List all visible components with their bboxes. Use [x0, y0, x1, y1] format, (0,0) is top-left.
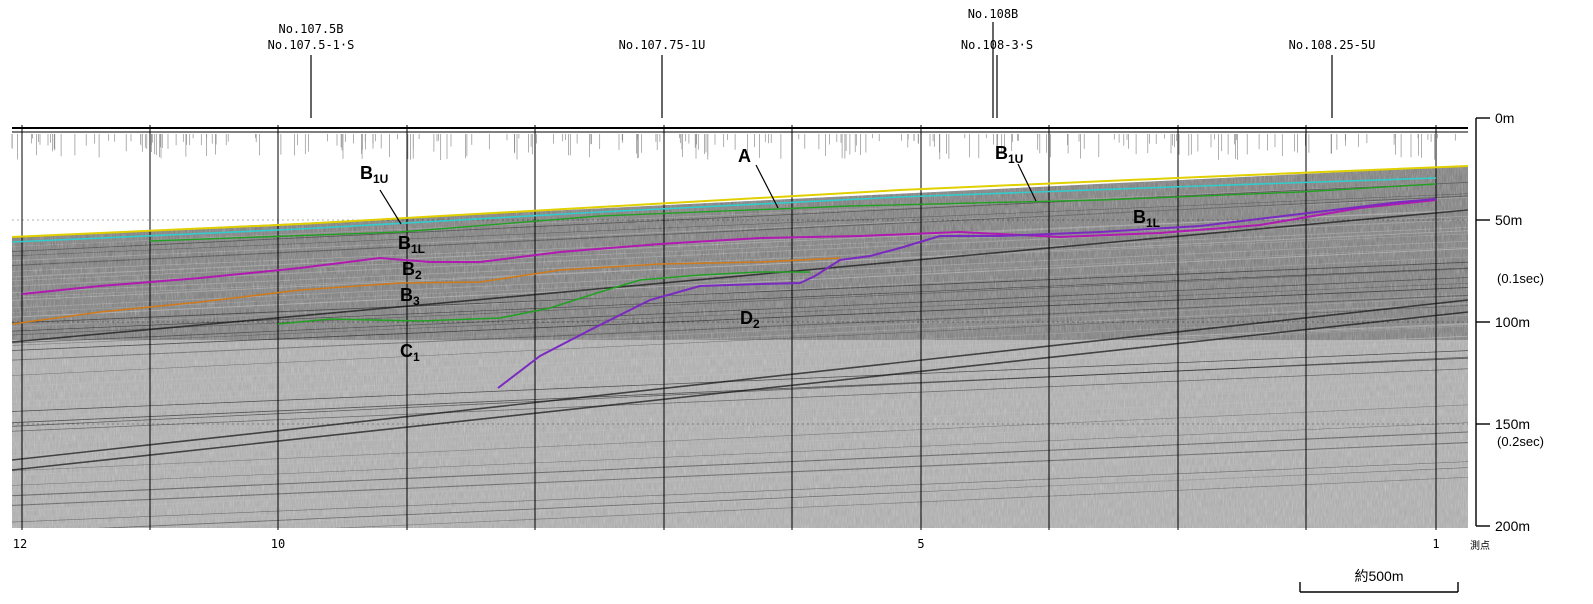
depth-tick-50m: 50m: [1495, 212, 1522, 228]
unit-label-d2: D2: [740, 308, 760, 331]
reflector-line: [12, 403, 1468, 468]
unit-label-b1u-left: B1U: [360, 163, 388, 186]
reflector-line: [12, 302, 1468, 372]
reflector-line: [12, 226, 1468, 294]
unit-label-b1u-right: B1U: [995, 143, 1023, 166]
reflector-line: [12, 374, 1468, 438]
reflector-line: [12, 193, 1468, 257]
reflector-line: [12, 248, 1468, 318]
unit-label-b3: B3: [400, 285, 420, 308]
leader-lines: [379, 163, 1037, 225]
station-tick-5: 5: [917, 537, 924, 551]
survey-label-no108-3s: No.108-3·S: [961, 38, 1033, 52]
reflector-line: [12, 404, 1468, 472]
reflector-line: [12, 277, 1468, 344]
reflector-line: [12, 335, 1468, 403]
station-tick-10: 10: [271, 537, 285, 551]
station-tick-12: 12: [13, 537, 27, 551]
water-noise: [11, 134, 1456, 160]
unit-label-b1l-right: B1L: [1133, 207, 1160, 230]
reflector-line: [12, 412, 1468, 476]
reflector-line: [12, 443, 1468, 512]
strong-reflector: [12, 299, 1468, 461]
reflector-line: [12, 379, 1468, 444]
reflector-line: [12, 256, 1468, 328]
reflector-line: [12, 181, 1468, 247]
reflector-line: [12, 268, 1468, 336]
depth-scale: [1475, 117, 1490, 527]
reflector-line: [12, 283, 1468, 346]
survey-label-no107-5-1s: No.107.5-1·S: [268, 38, 355, 52]
survey-label-no107-5b: No.107.5B: [278, 22, 343, 36]
horizon-c1-green: [277, 271, 810, 325]
reflector-line: [12, 197, 1468, 262]
reflector-line: [12, 246, 1468, 313]
reflector-line: [12, 324, 1468, 393]
station-axis-unit: 測点: [1470, 539, 1490, 552]
reflector-line: [12, 351, 1468, 419]
survey-label-no108-25-5u: No.108.25-5U: [1289, 38, 1376, 52]
survey-label-no107-75-1u: No.107.75-1U: [619, 38, 706, 52]
reflector-line: [12, 392, 1468, 457]
survey-ticks: [310, 22, 1333, 118]
reflector-line: [12, 422, 1468, 486]
horizon-b1u-cyan: [11, 177, 1437, 243]
horizon-d2-purple: [497, 198, 1437, 389]
reflector-line: [12, 476, 1468, 528]
reflector-line: [12, 325, 1468, 396]
reflector-line: [12, 414, 1468, 481]
horizon-b1l-green: [149, 183, 1437, 242]
reflector-line: [12, 423, 1468, 492]
unit-label-b1l-left: B1L: [398, 233, 425, 256]
depth-tick-0-2sec: (0.2sec): [1497, 434, 1544, 449]
depth-tick-0-1sec: (0.1sec): [1497, 271, 1544, 286]
strong-reflector: [12, 209, 1468, 343]
reflector-line: [12, 453, 1468, 518]
station-tick-1: 1: [1432, 537, 1439, 551]
survey-label-no108b: No.108B: [968, 7, 1019, 21]
reflector-line: [12, 440, 1468, 504]
reflector-line: [12, 296, 1468, 367]
horizon-b2-magenta: [21, 199, 1437, 295]
reflector-line: [12, 294, 1468, 361]
reflector-line: [12, 195, 1468, 267]
unit-label-a: A: [738, 146, 751, 166]
scale-bar: [1299, 582, 1459, 593]
depth-tick-150m: 150m: [1495, 416, 1530, 432]
scale-bar-label: 約500m: [1354, 568, 1403, 584]
reflector-line: [12, 368, 1468, 432]
reflector-line: [12, 350, 1468, 412]
reflector-line: [12, 380, 1468, 446]
reflector-line: [12, 181, 1468, 252]
depth-tick-200m: 200m: [1495, 518, 1530, 534]
horizon-b3-orange: [11, 257, 841, 325]
reflector-line: [12, 305, 1468, 376]
reflector-line: [12, 293, 1468, 356]
reflector-line: [12, 340, 1468, 408]
reflector-line: [12, 381, 1468, 452]
station-grid: [21, 125, 1437, 530]
unit-label-c1: C1: [400, 341, 420, 364]
reflector-line: [12, 240, 1468, 309]
reflector-line: [12, 287, 1468, 351]
depth-tick-0m: 0m: [1495, 110, 1514, 126]
reflector-line: [12, 323, 1468, 387]
horizon-seafloor: [11, 165, 1469, 238]
unit-label-b2: B2: [402, 259, 422, 282]
reflector-line: [12, 442, 1468, 506]
reflector-line: [12, 219, 1468, 287]
reflector-line: [12, 461, 1468, 523]
reflector-line: [12, 431, 1468, 497]
reflector-line: [12, 466, 1468, 528]
reflector-line: [12, 261, 1468, 324]
reflector-line: [12, 209, 1468, 278]
reflector-line: [12, 461, 1468, 528]
strong-reflector: [12, 311, 1468, 471]
depth-tick-100m: 100m: [1495, 314, 1530, 330]
reflector-line: [12, 399, 1468, 462]
reflector-line: [12, 230, 1468, 301]
